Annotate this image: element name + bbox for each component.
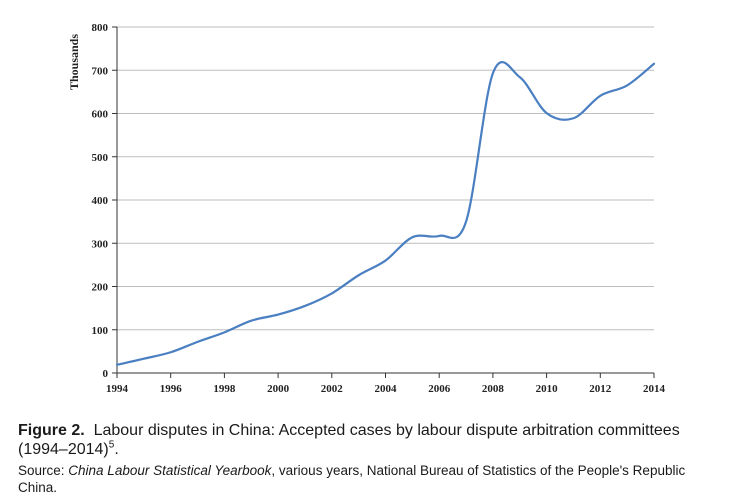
source-title: China Labour Statistical Yearbook: [68, 463, 272, 478]
grid-lines: [117, 26, 654, 331]
x-tick-label: 2006: [428, 383, 451, 395]
y-tick-label: 600: [92, 109, 109, 121]
y-tick-label: 0: [103, 368, 109, 380]
series-line-0: [115, 61, 656, 366]
line-chart: 0 100 200 300 400 500 600 700 800 1994 1996 1998 20…: [67, 22, 666, 395]
x-tick-label: 1996: [160, 383, 183, 395]
source-label: Source:: [18, 463, 69, 478]
figure-label: Figure 2.: [18, 422, 85, 439]
x-tick-label: 2010: [536, 383, 559, 395]
y-tick-label: 100: [92, 325, 109, 337]
x-tick-labels: 1994 1996 1998 2000 2002 2004 2006 2008 2010 2012…: [106, 383, 666, 395]
figure-source: Source: China Labour Statistical Yearboo…: [18, 462, 718, 496]
x-tick-label: 2012: [589, 383, 612, 395]
figure-title: Labour disputes in China: Accepted cases…: [18, 422, 680, 458]
series-group: [115, 61, 656, 366]
y-tick-label: 300: [92, 238, 109, 250]
x-tick-label: 2014: [643, 383, 666, 395]
x-tick-label: 2008: [482, 383, 505, 395]
x-tick-label: 1998: [213, 383, 236, 395]
footnote-ref: 5: [108, 439, 115, 451]
y-tick-label: 400: [92, 195, 109, 207]
x-tick-label: 2004: [375, 383, 398, 395]
x-tick-label: 2002: [321, 383, 344, 395]
y-tick-labels: 0 100 200 300 400 500 600 700 800: [92, 22, 109, 380]
y-tick-label: 200: [92, 282, 109, 294]
x-tick-label: 2000: [267, 383, 290, 395]
source-rest: , various years, National Bureau of Stat…: [18, 463, 686, 495]
axes: [112, 26, 655, 378]
y-tick-label: 500: [92, 152, 109, 164]
figure-caption: Figure 2. Labour disputes in China: Acce…: [18, 421, 718, 459]
y-tick-label: 700: [92, 65, 109, 77]
y-axis-label: Thousands: [67, 34, 81, 90]
y-tick-label: 800: [92, 22, 109, 34]
x-tick-label: 1994: [106, 383, 129, 395]
figure-title-end: .: [114, 441, 119, 458]
